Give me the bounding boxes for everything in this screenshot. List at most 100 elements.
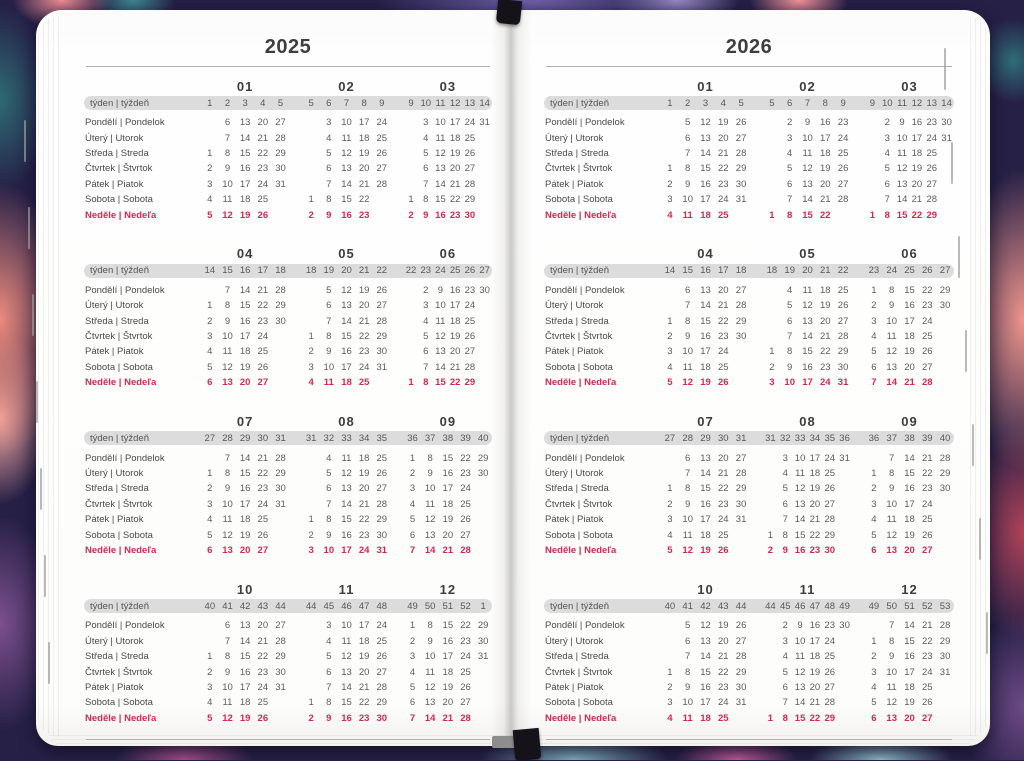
date-cell: 23: [358, 529, 370, 541]
week-numbers: 31 32 33 34 35: [302, 433, 390, 444]
date-cell: [732, 545, 750, 556]
week-header-label: týden | týždeň: [90, 432, 149, 444]
day-row: Středa | Streda 7 14 21 28 4 11 18 25 4 11 18 25: [544, 146, 954, 161]
page-edge-tick-left: [48, 642, 50, 684]
week-number-row: týden | týždeň 14 15 16 17 18 18 19 20 21 22 23 24 25…: [544, 263, 954, 278]
date-cell: 22: [820, 346, 831, 358]
month-number: 09: [439, 413, 457, 429]
date-cell: 13: [239, 620, 251, 632]
date-cell: 23: [718, 178, 729, 190]
week-number: 31: [765, 432, 776, 444]
date-cell: 29: [824, 712, 836, 724]
date-cell: 25: [464, 315, 476, 327]
week-number: 22: [837, 265, 849, 277]
date-cell: 19: [449, 331, 461, 343]
date-cell: 21: [449, 361, 461, 373]
date-cell: 4: [787, 147, 793, 159]
date-cell: 22: [358, 331, 370, 343]
date-cells: 1 8 15 22 29: [763, 346, 852, 357]
week-number: 27: [939, 265, 951, 277]
date-cell: 12: [424, 681, 436, 693]
date-cell: 20: [911, 178, 923, 190]
date-cell: 16: [904, 651, 915, 663]
date-cells: 4 11 18 25: [865, 148, 954, 159]
date-cell: 2: [308, 209, 314, 221]
date-cell: 3: [207, 681, 213, 693]
date-cell: 26: [376, 651, 388, 663]
date-cell: 12: [222, 361, 233, 373]
date-cell: 6: [409, 529, 416, 541]
date-cell: 29: [735, 666, 747, 678]
date-cell: 15: [794, 712, 806, 724]
date-cell: [865, 117, 880, 128]
date-cell: 20: [358, 300, 370, 312]
date-cell: [474, 530, 492, 541]
date-cell: 9: [787, 361, 793, 373]
date-cell: [865, 148, 880, 159]
date-cell: 4: [423, 132, 429, 144]
date-cell: 24: [718, 514, 729, 526]
date-cell: 24: [718, 346, 729, 358]
date-cell: 4: [326, 452, 332, 464]
date-cell: [936, 331, 954, 342]
date-cell: 7: [326, 498, 332, 510]
date-cell: [661, 651, 679, 662]
date-cell: [477, 300, 492, 311]
date-cell: 14: [435, 178, 446, 190]
date-cells: 4 11 18 25: [865, 331, 954, 342]
date-cell: 11: [222, 194, 233, 206]
date-cell: 23: [926, 117, 938, 129]
page-year-2026: 2026 01 02 03 týden | týždeň 1 2 3 4 5 5 6 7 8 9 9 10 11…: [544, 22, 954, 740]
date-cell: 1: [869, 209, 876, 221]
date-cell: 11: [682, 361, 693, 373]
date-cells: 7 14 21 28: [661, 468, 750, 479]
date-cell: 18: [239, 697, 251, 709]
date-cell: 13: [435, 163, 446, 175]
week-number: 1: [667, 97, 673, 109]
date-cell: 5: [326, 147, 332, 159]
date-cell: 22: [257, 300, 269, 312]
date-cell: 26: [837, 163, 849, 175]
date-cells: 3 10 17 24: [865, 316, 954, 327]
week-numbers: 22 23 24 25 26 27: [404, 265, 492, 276]
month-number: 05: [338, 246, 355, 262]
date-cell: [661, 453, 679, 464]
week-number: 15: [222, 265, 233, 277]
date-cell: 29: [735, 315, 747, 327]
date-cell: [477, 194, 492, 205]
date-cell: [404, 133, 419, 144]
day-label: Pátek | Piatok: [85, 681, 144, 693]
date-cell: [302, 499, 320, 510]
date-cell: 16: [341, 529, 352, 541]
date-cell: 23: [922, 300, 933, 312]
week-number: 8: [361, 97, 367, 109]
date-cells: 4 11 18 25: [302, 636, 390, 647]
date-cell: 5: [884, 163, 890, 175]
date-cell: 3: [667, 194, 673, 206]
week-number: 18: [305, 265, 317, 277]
date-cell: 27: [275, 620, 286, 632]
date-cell: 12: [896, 163, 908, 175]
date-cell: 11: [222, 697, 233, 709]
date-cell: 8: [782, 529, 788, 541]
date-cell: 3: [667, 514, 673, 526]
date-cell: 23: [257, 666, 269, 678]
day-label: Středa | Streda: [85, 651, 149, 663]
date-cell: 28: [939, 620, 951, 632]
day-row: Sobota | Sobota 3 10 17 24 31 7 14 21 28 7 14 21 28: [544, 192, 954, 207]
date-cells: 4 11 18 25: [763, 468, 852, 479]
week-number: 5: [738, 97, 744, 109]
date-cell: 11: [897, 147, 907, 159]
day-label: Čtvrtek | Štvrtok: [85, 163, 153, 175]
year-title: 2026: [725, 36, 773, 58]
sunday-row: Neděle | Nedeľa 4 11 18 25 1 8 15 22 29 6 13 20 27: [544, 711, 954, 726]
date-cell: 31: [735, 194, 747, 206]
date-cell: [763, 194, 781, 205]
date-cells: 6 13 20 27: [404, 163, 492, 174]
day-row: Pátek | Piatok 2 9 16 23 30 6 13 20 27 6 13 20 27: [544, 177, 954, 192]
date-cell: 2: [787, 117, 793, 129]
date-cell: 24: [358, 361, 370, 373]
date-cell: [474, 682, 492, 693]
month-band: 10 11 12 týden | týždeň 40 41 42 43 44 44 45 46 47 48…: [84, 579, 492, 726]
date-cell: [763, 514, 778, 525]
